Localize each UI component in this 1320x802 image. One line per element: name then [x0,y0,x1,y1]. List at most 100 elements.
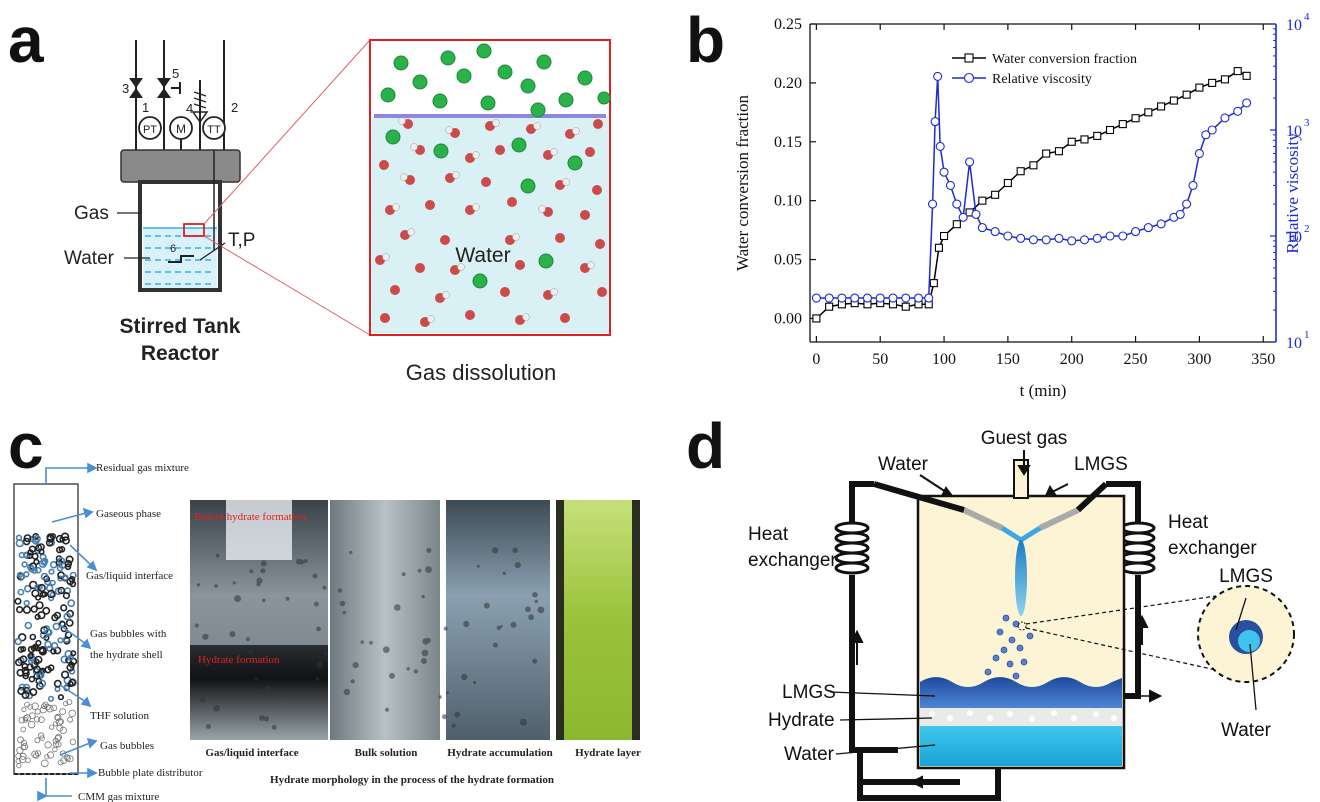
photo-caption-interface: Gas/liquid interface [205,747,298,759]
photo-bubble [532,592,538,598]
series-point-square [1220,75,1229,84]
photo-bubble [360,640,364,644]
y2-tick-label: 10 [1286,335,1302,352]
inset-liquid [372,116,608,333]
bubble [27,720,36,729]
series-point-square [1169,96,1178,105]
bubble [48,724,55,730]
bubble [42,606,51,615]
bubble [34,708,41,715]
panel-c-letter: c [8,410,44,482]
series-line-1 [816,76,1248,299]
y-tick-label: 0.10 [774,193,802,210]
series-point-circle [965,157,975,167]
label-heat-right-2: exchanger [1168,538,1257,559]
series-point-square [940,231,949,241]
label-heat-left-1: Heat [748,524,789,545]
photo-bubble [446,691,449,695]
photo-bubble [461,673,468,681]
photo-bubble [205,724,211,729]
bubble [60,655,69,664]
bubble-column [14,532,78,769]
bubble [18,683,26,691]
photo-bubble [256,577,263,584]
bubble [32,665,41,674]
photo-bubble [385,707,389,712]
photo-bubble [258,715,265,721]
series-point-square [1242,71,1251,80]
bubble [29,633,37,641]
sensor-pt: PT [143,124,157,136]
y2-tick-label: 10 [1286,229,1302,246]
series-point-circle [1054,233,1064,243]
bubble [54,734,62,742]
photo-bubble [255,677,258,681]
layer-water [920,726,1122,766]
photo-bubble [417,568,422,573]
bubble [37,583,46,593]
photo-bubble [421,649,429,657]
series-point-circle [1188,180,1198,190]
series-point-square [1233,67,1242,76]
bubble [38,716,45,723]
photo-bubble [369,640,373,645]
series-point-circle [875,293,885,303]
bubble [56,564,64,572]
photo-bubble [349,550,353,555]
bubble [31,702,39,710]
label-gas: Gas [74,203,109,224]
bubble [64,754,70,760]
x-tick-label: 50 [872,351,888,368]
valve-icons [129,78,209,124]
panel-d-letter: d [686,410,726,482]
valve-label-4: 4 [186,101,193,116]
bubble [46,705,54,713]
series-point-square [978,196,987,205]
x-tick-label: 200 [1060,351,1084,368]
photo-bubble [339,600,346,607]
series-point-square [1029,161,1038,170]
photo-bubble [491,547,499,554]
series-point-circle [1220,113,1230,123]
bubble [27,645,36,654]
bubble [51,613,59,622]
series-point-square [1067,137,1076,146]
series-point-square [812,314,821,323]
bubble [20,726,27,733]
series-point-square [1131,114,1140,123]
bubble [19,655,28,664]
bubble [34,750,42,757]
series-point-circle [1143,223,1153,233]
photo-hydrate-accumulation [446,500,550,740]
valve-label-5: 5 [172,66,179,81]
gas-molecules [380,43,611,289]
series-point-circle [1118,231,1128,241]
bubble [22,683,31,692]
photo-bubble [454,711,461,718]
y-tick-label: 0.15 [774,134,802,151]
series-point-square [1093,131,1102,140]
x-tick-label: 0 [812,351,820,368]
photo-bubble [352,662,359,669]
y-tick-label: 0.00 [774,310,802,327]
bubble [65,555,74,564]
photo-bubble [232,581,236,585]
bubble [23,584,32,593]
bubble [59,708,66,716]
panel-a-diagram: 3 5 4 1 2 PT M TT 6 Gas Water T,P Stirre… [64,39,611,385]
photo-bubble [260,560,267,567]
bubble [55,718,64,726]
bubble [46,534,55,543]
photo-bubble [534,599,538,604]
bubble [57,586,66,595]
bubble [28,675,36,683]
bubble [51,642,59,650]
bubble [24,621,33,630]
label-bubble-plate: Bubble plate distributor [98,767,203,779]
label-gas-bubbles: Gas bubbles [100,740,154,752]
bubble [48,568,55,575]
bubble [21,561,28,568]
x-tick-label: 100 [932,351,956,368]
series-point-circle [952,199,962,209]
bubble [62,592,71,600]
